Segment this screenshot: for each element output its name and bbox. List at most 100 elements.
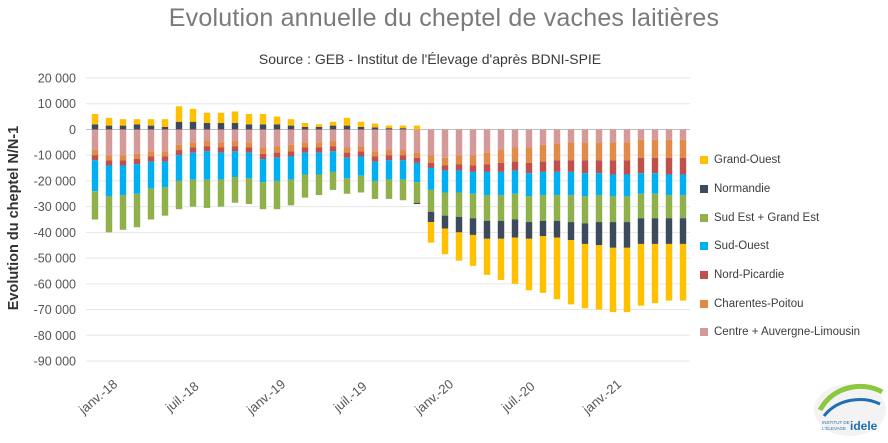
bar-segment	[399, 150, 407, 156]
bar-segment	[497, 238, 505, 280]
bar-segment	[637, 173, 645, 194]
bar-segment	[469, 155, 477, 166]
bar-segment	[385, 179, 393, 199]
bar-segment	[189, 147, 197, 153]
bar-segment	[385, 150, 393, 156]
bar-segment	[595, 129, 603, 143]
legend-label: Centre + Auvergne-Limousin	[714, 326, 861, 339]
bar-segment	[371, 123, 379, 128]
bar-segment	[525, 173, 533, 197]
bar-segment	[455, 164, 463, 171]
bar-segment	[357, 151, 365, 157]
bar-segment	[175, 155, 183, 181]
bar-segment	[553, 171, 561, 196]
bar-segment	[665, 218, 673, 244]
bar-segment	[329, 146, 337, 152]
bar-segment	[651, 243, 659, 304]
bar-segment	[91, 150, 99, 156]
bar-segment	[525, 196, 533, 223]
bar-segment	[161, 187, 169, 216]
bar-segment	[301, 129, 309, 143]
bar-segment	[329, 121, 337, 126]
bar-segment	[133, 124, 141, 130]
bar-segment	[91, 155, 99, 161]
bar-segment	[231, 123, 239, 130]
bar-segment	[357, 156, 365, 176]
bar-segment	[203, 112, 211, 124]
bar-segment	[217, 112, 225, 124]
bar-segment	[595, 245, 603, 310]
bar-segment	[301, 147, 309, 153]
bar-segment	[147, 129, 155, 152]
bar-segment	[581, 129, 589, 143]
bar-segment	[399, 160, 407, 180]
bar-segment	[497, 129, 505, 151]
bar-segment	[455, 232, 463, 261]
bar-segment	[91, 160, 99, 192]
bar-segment	[637, 193, 645, 219]
chart-subtitle: Source : GEB - Institut de l'Élevage d'a…	[258, 51, 602, 67]
bar-segment	[203, 129, 211, 142]
bar-segment	[399, 128, 407, 130]
bar-segment	[371, 129, 379, 152]
bar-segment	[175, 180, 183, 210]
bar-segment	[343, 129, 351, 148]
bar-segment	[511, 161, 519, 171]
bar-segment	[133, 159, 141, 165]
bar-segment	[637, 243, 645, 306]
bar-segment	[133, 129, 141, 154]
legend-label: Sud Est + Grand Est	[714, 211, 820, 224]
bar-segment	[581, 243, 589, 309]
bar-segment	[147, 156, 155, 162]
bar-segment	[441, 170, 449, 193]
bar-segment	[497, 150, 505, 163]
bar-segment	[637, 139, 645, 158]
y-tick-label: -50 000	[34, 252, 76, 266]
bar-segment	[287, 179, 295, 206]
bar-segment	[189, 179, 197, 207]
bar-segment	[175, 150, 183, 156]
bar-segment	[553, 195, 561, 221]
bar-segment	[413, 152, 421, 158]
bar-segment	[175, 144, 183, 151]
bar-group	[91, 106, 687, 313]
bar-segment	[217, 142, 225, 148]
bar-segment	[651, 173, 659, 194]
bar-segment	[329, 151, 337, 172]
bar-segment	[539, 195, 547, 221]
y-tick-label: -60 000	[34, 277, 76, 291]
bar-segment	[343, 147, 351, 153]
bar-segment	[441, 165, 449, 171]
bar-segment	[413, 129, 421, 153]
legend-swatch	[700, 242, 708, 251]
bar-segment	[273, 124, 281, 130]
bar-segment	[455, 192, 463, 217]
bar-segment	[455, 170, 463, 193]
bar-segment	[287, 144, 295, 152]
bar-segment	[189, 142, 197, 148]
bar-segment	[679, 243, 687, 301]
y-tick-label: 0	[69, 123, 76, 137]
bar-segment	[217, 152, 225, 180]
bar-segment	[385, 160, 393, 180]
bar-segment	[567, 171, 575, 196]
bar-segment	[119, 160, 127, 166]
bar-segment	[553, 160, 561, 172]
bar-segment	[189, 152, 197, 180]
bar-segment	[609, 222, 617, 248]
bar-segment	[259, 182, 267, 210]
bar-segment	[175, 106, 183, 122]
bar-segment	[217, 123, 225, 130]
bar-segment	[357, 129, 365, 147]
bar-segment	[385, 155, 393, 161]
bar-segment	[259, 124, 267, 130]
bar-segment	[679, 195, 687, 219]
bar-segment	[203, 123, 211, 130]
bar-segment	[469, 234, 477, 266]
bar-segment	[245, 178, 253, 205]
bar-segment	[231, 129, 239, 142]
bar-segment	[413, 202, 421, 205]
bar-segment	[147, 119, 155, 126]
bar-segment	[665, 243, 673, 301]
bar-segment	[539, 236, 547, 293]
